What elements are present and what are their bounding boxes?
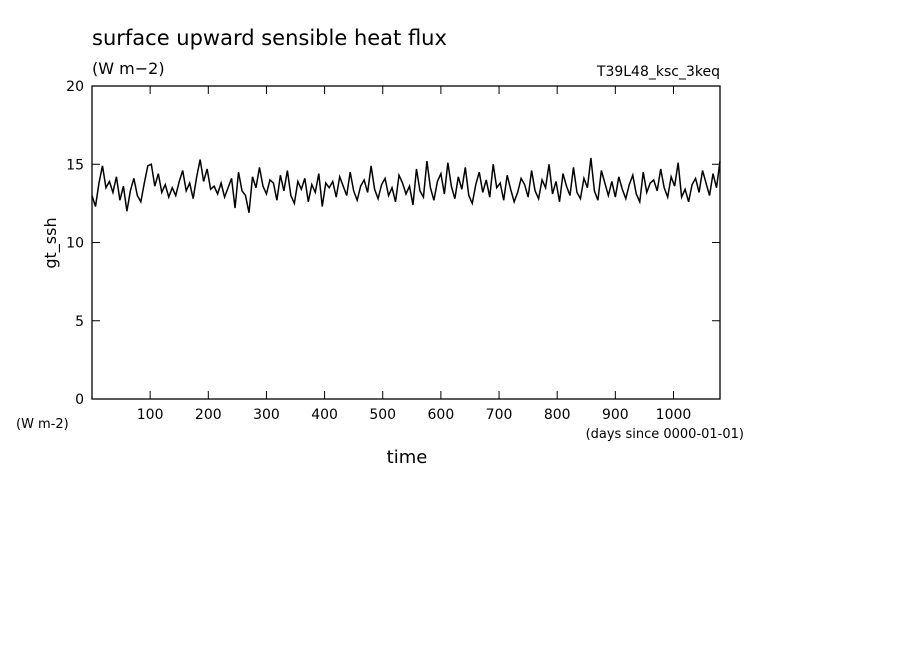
x-tick-label: 1000 bbox=[656, 407, 692, 423]
chart-title: surface upward sensible heat flux bbox=[92, 26, 447, 50]
x-axis-label: time bbox=[387, 447, 428, 468]
y-axis-label: gt_ssh bbox=[41, 217, 61, 268]
y-units: (W m-2) bbox=[16, 417, 69, 432]
y-tick-label: 20 bbox=[66, 79, 84, 95]
y-tick-label: 0 bbox=[75, 392, 84, 408]
x-tick-label: 600 bbox=[428, 407, 455, 423]
y-tick-label: 5 bbox=[75, 314, 84, 330]
y-tick-label: 15 bbox=[66, 157, 84, 173]
annotation: T39L48_ksc_3keq bbox=[596, 64, 720, 80]
x-tick-label: 900 bbox=[602, 407, 629, 423]
x-tick-label: 100 bbox=[137, 407, 164, 423]
y-tick-label: 10 bbox=[66, 236, 84, 252]
x-tick-label: 200 bbox=[195, 407, 222, 423]
x-tick-label: 400 bbox=[311, 407, 338, 423]
x-tick-label: 800 bbox=[544, 407, 571, 423]
plot-frame bbox=[91, 85, 721, 400]
x-tick-label: 500 bbox=[369, 407, 396, 423]
x-units: (days since 0000-01-01) bbox=[586, 427, 744, 442]
units: (W m−2) bbox=[92, 59, 165, 78]
data-line bbox=[91, 157, 721, 213]
x-tick-label: 700 bbox=[486, 407, 513, 423]
x-tick-label: 300 bbox=[253, 407, 280, 423]
